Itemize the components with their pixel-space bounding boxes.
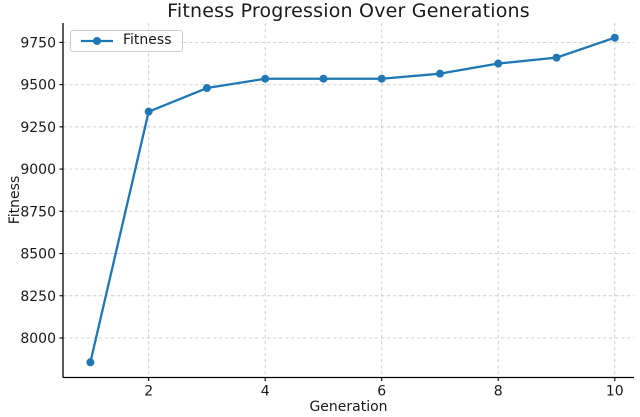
y-tick-label: 9250 bbox=[20, 120, 56, 136]
data-point bbox=[552, 53, 561, 62]
data-point bbox=[435, 69, 444, 78]
x-tick-label: 8 bbox=[494, 384, 503, 400]
y-tick-label: 8000 bbox=[20, 331, 56, 347]
data-point bbox=[494, 59, 503, 68]
x-tick-label: 10 bbox=[606, 384, 624, 400]
y-tick-label: 9000 bbox=[20, 162, 56, 178]
x-tick-label: 2 bbox=[144, 384, 153, 400]
data-point bbox=[202, 84, 211, 93]
x-tick-label: 4 bbox=[261, 384, 270, 400]
chart-title: Fitness Progression Over Generations bbox=[167, 0, 530, 22]
fitness-line bbox=[89, 36, 616, 364]
legend: Fitness bbox=[70, 30, 183, 52]
y-tick-label: 9500 bbox=[20, 78, 56, 94]
data-point bbox=[261, 74, 270, 83]
y-tick-label: 8750 bbox=[20, 204, 56, 220]
data-point bbox=[610, 33, 619, 42]
data-point bbox=[86, 358, 95, 367]
legend-line-marker-icon bbox=[81, 37, 113, 45]
y-tick-label: 8500 bbox=[20, 247, 56, 263]
legend-label: Fitness bbox=[123, 32, 172, 48]
x-tick-label: 6 bbox=[377, 384, 386, 400]
y-tick-label: 8250 bbox=[20, 289, 56, 305]
y-axis-label: Fitness bbox=[7, 175, 23, 225]
data-point bbox=[377, 74, 386, 83]
y-tick-label: 9750 bbox=[20, 35, 56, 51]
x-axis-label: Generation bbox=[309, 399, 388, 415]
data-point bbox=[144, 107, 153, 116]
data-point bbox=[319, 74, 328, 83]
